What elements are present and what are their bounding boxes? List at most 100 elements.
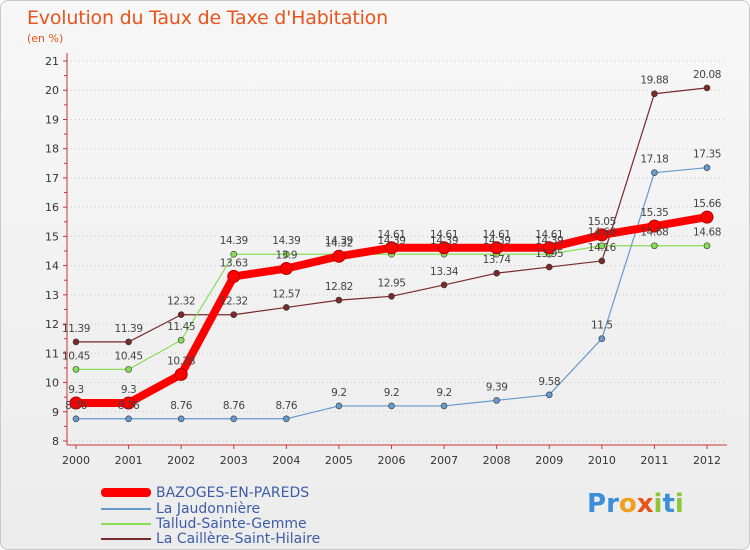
data-point xyxy=(283,304,290,311)
data-label: 11.39 xyxy=(115,323,143,335)
x-tick-label: 2012 xyxy=(693,454,721,467)
logo-letter: t xyxy=(662,489,675,519)
data-point xyxy=(125,338,132,346)
data-label: 9.3 xyxy=(121,384,137,396)
data-label: 20.08 xyxy=(693,69,721,81)
logo-letter: P xyxy=(587,489,607,519)
data-point xyxy=(125,366,132,373)
data-label: 14.39 xyxy=(325,235,353,247)
data-label: 15.05 xyxy=(588,216,616,228)
data-point xyxy=(545,263,553,271)
data-label: 13.34 xyxy=(430,266,459,278)
data-point xyxy=(230,311,238,319)
data-point xyxy=(122,396,136,410)
data-point xyxy=(69,396,83,410)
legend-item-jaudonniere: La Jaudonnière xyxy=(101,501,361,517)
data-point xyxy=(230,250,238,258)
y-tick-label: 8 xyxy=(52,435,59,448)
data-point xyxy=(651,90,658,98)
data-label: 17.35 xyxy=(693,149,721,161)
legend-item-bazoges: BAZOGES-EN-PAREDS xyxy=(101,485,361,501)
data-label: 11.45 xyxy=(167,321,195,333)
data-point xyxy=(703,164,711,171)
data-point xyxy=(125,415,132,423)
data-label: 13.74 xyxy=(483,254,512,266)
data-point xyxy=(72,366,80,373)
x-tick-label: 2008 xyxy=(483,454,511,467)
y-tick-label: 18 xyxy=(45,143,59,156)
data-point xyxy=(545,391,553,399)
y-tick-label: 19 xyxy=(45,113,59,126)
data-label: 13.63 xyxy=(220,257,248,269)
data-point xyxy=(177,336,185,344)
legend-label-bazoges: BAZOGES-EN-PAREDS xyxy=(156,485,310,501)
data-label: 14.39 xyxy=(272,235,300,247)
data-label: 14.39 xyxy=(377,235,405,247)
data-label: 9.2 xyxy=(331,387,347,399)
data-label: 15.35 xyxy=(640,207,668,219)
data-label: 10.45 xyxy=(115,350,143,362)
data-label: 14.39 xyxy=(483,235,511,247)
y-tick-label: 21 xyxy=(45,55,59,68)
data-point xyxy=(335,296,343,304)
data-label: 15.66 xyxy=(693,198,722,210)
data-point xyxy=(651,169,658,176)
data-label: 8.76 xyxy=(223,400,245,412)
x-tick-label: 2004 xyxy=(272,454,300,467)
x-tick-label: 2007 xyxy=(430,454,458,467)
data-label: 10.28 xyxy=(167,355,195,367)
data-point xyxy=(283,250,290,258)
data-point xyxy=(279,262,293,276)
data-label: 14.39 xyxy=(535,235,563,247)
chart-title: Evolution du Taux de Taxe d'Habitation xyxy=(27,7,388,29)
data-label: 17.18 xyxy=(640,154,668,166)
logo-letter: r xyxy=(606,489,619,519)
data-label: 8.76 xyxy=(170,400,192,412)
data-label: 14.61 xyxy=(483,229,511,241)
logo-letter: x xyxy=(636,489,654,519)
data-label: 14.61 xyxy=(535,229,563,241)
data-point xyxy=(490,241,504,255)
data-point xyxy=(440,402,448,410)
data-point xyxy=(335,402,343,410)
data-label: 10.45 xyxy=(62,350,90,362)
data-point xyxy=(598,242,606,250)
data-label: 14.16 xyxy=(588,242,617,254)
y-tick-label: 9 xyxy=(52,406,59,419)
legend-label-tallud: Tallud-Sainte-Gemme xyxy=(156,516,307,532)
data-label: 13.95 xyxy=(535,248,563,260)
data-label: 14.32 xyxy=(325,237,353,249)
data-label: 12.32 xyxy=(167,296,195,308)
data-label: 14.68 xyxy=(588,227,616,239)
x-tick-label: 2011 xyxy=(640,454,668,467)
data-point xyxy=(542,241,556,255)
data-label: 9.2 xyxy=(384,387,400,399)
data-point xyxy=(700,210,714,224)
data-point xyxy=(598,335,606,342)
data-point xyxy=(72,415,80,423)
y-tick-label: 17 xyxy=(45,172,59,185)
data-point xyxy=(493,269,500,277)
y-tick-label: 20 xyxy=(45,84,59,97)
data-point xyxy=(72,338,80,346)
data-point xyxy=(177,311,185,319)
legend-swatch-tallud xyxy=(101,523,151,525)
data-label: 14.68 xyxy=(640,227,668,239)
legend-label-jaudonniere: La Jaudonnière xyxy=(156,501,261,517)
data-label: 8.76 xyxy=(118,400,140,412)
data-label: 9.3 xyxy=(68,384,84,396)
data-label: 11.5 xyxy=(591,320,613,332)
data-point xyxy=(493,397,500,404)
data-label: 19.88 xyxy=(640,75,668,87)
data-point xyxy=(440,281,448,289)
data-point xyxy=(388,402,395,410)
x-tick-label: 2000 xyxy=(62,454,90,467)
legend-swatch-jaudonniere xyxy=(101,508,151,510)
data-point xyxy=(703,84,711,92)
data-point xyxy=(283,415,290,423)
y-tick-label: 16 xyxy=(45,201,59,214)
data-point xyxy=(230,415,238,423)
data-label: 8.76 xyxy=(65,400,87,412)
